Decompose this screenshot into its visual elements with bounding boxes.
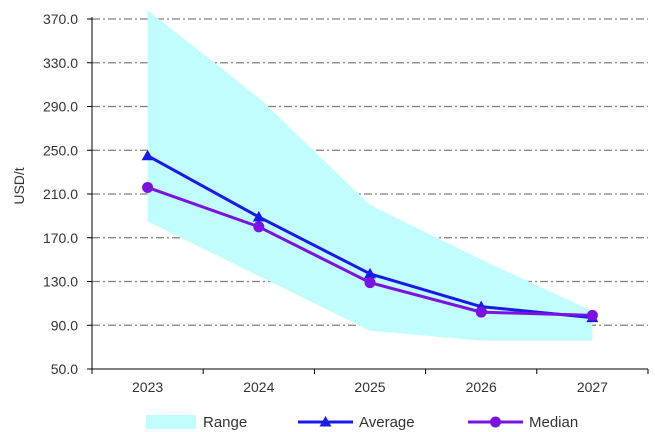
y-tick-label: 130.0 (43, 274, 78, 290)
data-point (253, 221, 265, 233)
y-tick-label: 290.0 (43, 99, 78, 115)
y-tick-label: 330.0 (43, 55, 78, 71)
legend-label-range: Range (203, 414, 247, 431)
x-tick-labels: 2023 2024 2025 2026 2027 (132, 379, 608, 395)
legend-swatch-range (146, 415, 196, 429)
data-point (141, 149, 154, 161)
legend-label-median: Median (529, 414, 578, 431)
x-tick-label: 2026 (466, 379, 497, 395)
data-point (475, 306, 487, 318)
y-tick-label: 370.0 (43, 11, 78, 27)
y-tick-label: 90.0 (51, 317, 78, 333)
legend-marker-median (490, 416, 501, 428)
data-point (586, 309, 598, 321)
data-point (142, 181, 154, 193)
legend-label-average: Average (359, 414, 415, 431)
series-layer (141, 149, 599, 323)
x-tick-label: 2025 (354, 379, 385, 395)
legend: Range Average Median (146, 414, 578, 431)
range-band (147, 10, 593, 341)
y-tick-labels: 50.0 90.0 130.0 170.0 210.0 250.0 290.0 330.0 37… (43, 11, 78, 377)
range-layer (147, 10, 593, 341)
y-axis-title: USD/t (11, 167, 27, 204)
y-tick-label: 170.0 (43, 230, 78, 246)
x-tick-label: 2023 (132, 379, 163, 395)
data-point (252, 210, 265, 222)
x-tick-label: 2024 (243, 379, 274, 395)
data-point (364, 267, 376, 279)
y-tick-label: 250.0 (43, 142, 78, 158)
legend-marker-average (319, 416, 332, 427)
y-tick-label: 50.0 (51, 361, 78, 377)
axes (87, 17, 649, 374)
series-median (142, 181, 598, 321)
data-point (364, 277, 376, 289)
x-tick-label: 2027 (577, 379, 608, 395)
y-tick-label: 210.0 (43, 186, 78, 202)
